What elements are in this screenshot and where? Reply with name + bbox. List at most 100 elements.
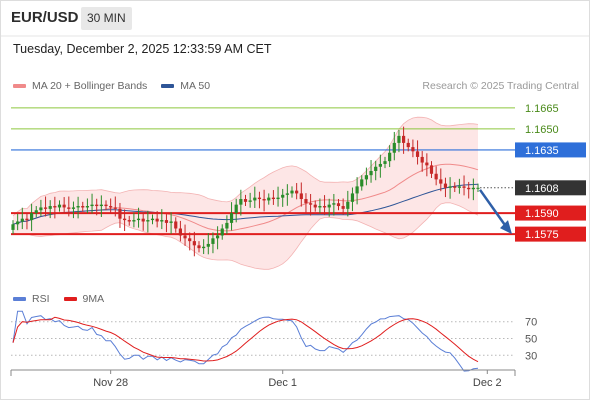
candle-body	[127, 220, 131, 222]
candle-body	[211, 238, 215, 244]
candle-body	[388, 152, 392, 162]
candle-body	[309, 203, 313, 205]
bollinger-band	[13, 117, 478, 270]
candle-body	[57, 204, 62, 208]
candle-body	[20, 218, 24, 222]
symbol-label: EUR/USD	[11, 9, 79, 26]
x-tick-label-dec-2: Dec 2	[473, 377, 502, 389]
candle-body	[271, 197, 275, 200]
candle-body	[402, 135, 406, 143]
candle-body	[248, 200, 252, 202]
candle-body	[341, 206, 345, 209]
candle-body	[313, 204, 317, 208]
candle-body	[281, 194, 285, 198]
candle-body	[262, 199, 266, 201]
level-tag-1.1635	[515, 142, 586, 158]
rsi-tick-50: 50	[525, 334, 537, 346]
legend-label-9ma: 9MA	[82, 293, 105, 305]
candle-body	[434, 173, 438, 180]
candle-body	[253, 197, 257, 201]
candle-body	[30, 213, 34, 221]
chart-datetime: Tuesday, December 2, 2025 12:33:59 AM CE…	[13, 42, 272, 56]
candle-body	[95, 204, 99, 207]
candle-body	[322, 206, 327, 208]
rsi-9ma-line	[12, 316, 479, 363]
legend-label-ma50: MA 50	[180, 80, 211, 92]
price-pane: 1.1665 1.1650 1.1635 1.1590 1.1575 1.1608	[11, 103, 586, 270]
legend-item-9ma: 9MA	[63, 293, 105, 305]
rsi-line	[12, 310, 479, 372]
legend-item-ma20: MA 20 + Bollinger Bands	[13, 80, 147, 92]
candle-body	[392, 142, 396, 153]
bollinger-upper	[12, 116, 479, 217]
candle-body	[197, 245, 201, 249]
candle-body	[285, 193, 289, 195]
candle-body	[239, 199, 243, 205]
candle-body	[346, 201, 350, 209]
candle-body	[406, 142, 410, 148]
candle-body	[234, 204, 238, 214]
legend-swatch-9ma	[63, 297, 77, 301]
candle-body	[146, 220, 150, 222]
candle-body	[355, 186, 359, 194]
x-tick-label-dec-1: Dec 1	[268, 377, 297, 389]
candle-body	[216, 235, 220, 239]
candle-body	[462, 186, 466, 188]
candle-body	[118, 208, 122, 219]
candle-body	[11, 224, 15, 230]
candle-body	[62, 204, 66, 208]
candle-body	[429, 165, 434, 174]
candle-body	[104, 204, 108, 207]
candle-body	[39, 207, 43, 211]
ma50-line	[12, 183, 479, 225]
candle-body	[378, 163, 382, 167]
last-price-tag	[515, 180, 586, 196]
level-label-1.1650: 1.1650	[525, 124, 559, 136]
candle-body	[383, 161, 387, 164]
candle-body	[420, 156, 424, 163]
candle-body	[257, 197, 262, 200]
candle-body	[476, 187, 480, 189]
candle-body	[369, 170, 373, 176]
candle-body	[206, 243, 210, 247]
candle-body	[299, 193, 303, 200]
candle-body	[48, 206, 52, 209]
candle-body	[123, 218, 127, 221]
candle-body	[448, 186, 452, 188]
legend-swatch-ma20	[13, 84, 26, 88]
candle-body	[53, 206, 57, 208]
level-label-1.1575: 1.1575	[525, 229, 559, 241]
candle-body	[327, 204, 331, 208]
candle-body	[16, 221, 20, 225]
rsi-tick-30: 30	[525, 350, 537, 362]
last-price-label: 1.1608	[525, 183, 559, 195]
candle-body	[76, 206, 80, 208]
candle-body	[43, 207, 48, 209]
candle-body	[132, 220, 136, 222]
candle-body	[174, 221, 178, 229]
candle-body	[90, 204, 94, 207]
candle-body	[332, 203, 336, 205]
level-tag-1.1590	[515, 205, 586, 221]
candle-body	[397, 135, 401, 143]
forecast-arrow-head	[500, 220, 512, 235]
candle-body	[188, 238, 192, 242]
candle-body	[164, 220, 169, 223]
chart-header: EUR/USD 30 MIN	[0, 0, 590, 36]
rsi-pane: 70 50 30	[11, 310, 537, 372]
candle-body	[374, 166, 378, 171]
candle-body	[192, 241, 196, 246]
candle-body	[471, 187, 475, 190]
legend-item-rsi: RSI	[13, 293, 50, 305]
candle-body	[85, 206, 89, 208]
candle-body	[425, 162, 429, 166]
candle-body	[160, 220, 164, 222]
candle-body	[136, 218, 141, 221]
candle-body	[150, 218, 155, 221]
rsi-legend: RSI 9MA	[13, 293, 118, 305]
timeframe-chip[interactable]: 30 MIN	[81, 7, 132, 30]
legend-item-ma50: MA 50	[161, 80, 210, 92]
candle-body	[67, 207, 71, 209]
candle-body	[71, 207, 76, 209]
